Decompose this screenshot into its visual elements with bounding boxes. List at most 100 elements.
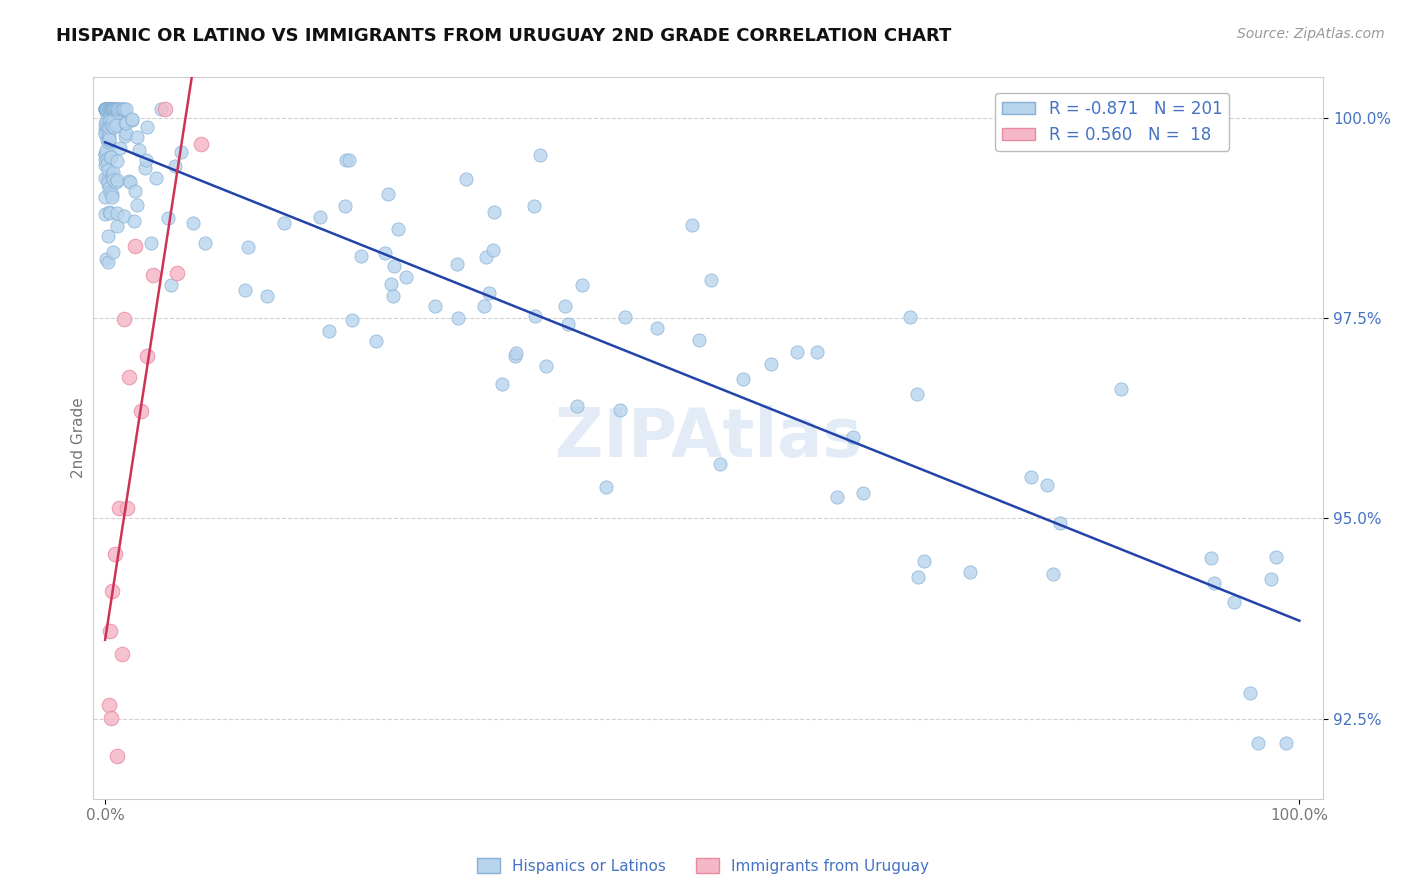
Point	[94, 207, 117, 221]
Point	[96, 252, 118, 266]
Point	[96, 144, 118, 158]
Point	[94, 103, 117, 117]
Point	[101, 103, 124, 117]
Point	[557, 317, 579, 331]
Point	[125, 130, 148, 145]
Point	[96, 103, 118, 117]
Point	[256, 288, 278, 302]
Point	[97, 122, 120, 136]
Point	[97, 103, 120, 117]
Point	[364, 334, 387, 348]
Point	[150, 103, 173, 117]
Point	[118, 369, 141, 384]
Point	[121, 112, 143, 126]
Point	[900, 310, 922, 324]
Point	[97, 128, 120, 143]
Point	[337, 153, 360, 168]
Point	[105, 118, 128, 132]
Point	[1260, 572, 1282, 586]
Point	[105, 219, 128, 233]
Point	[107, 104, 129, 119]
Text: Source: ZipAtlas.com: Source: ZipAtlas.com	[1237, 27, 1385, 41]
Point	[94, 103, 117, 117]
Point	[94, 117, 117, 131]
Point	[1035, 478, 1057, 492]
Point	[94, 103, 117, 117]
Point	[645, 320, 668, 334]
Point	[101, 120, 124, 134]
Point	[491, 377, 513, 392]
Point	[842, 430, 865, 444]
Point	[97, 133, 120, 147]
Point	[181, 216, 204, 230]
Point	[94, 114, 117, 128]
Point	[98, 107, 121, 121]
Point	[112, 103, 135, 117]
Point	[446, 257, 468, 271]
Point	[94, 104, 117, 119]
Point	[98, 180, 121, 194]
Point	[134, 161, 156, 176]
Point	[97, 229, 120, 244]
Point	[97, 698, 120, 712]
Point	[97, 178, 120, 192]
Point	[112, 103, 135, 117]
Point	[482, 243, 505, 257]
Point	[103, 103, 125, 117]
Point	[105, 176, 128, 190]
Point	[100, 150, 122, 164]
Point	[97, 103, 120, 117]
Point	[100, 118, 122, 132]
Point	[536, 359, 558, 373]
Point	[94, 127, 117, 141]
Point	[96, 133, 118, 147]
Point	[100, 103, 122, 117]
Point	[94, 103, 117, 117]
Point	[571, 278, 593, 293]
Point	[142, 268, 165, 282]
Point	[98, 206, 121, 220]
Point	[94, 103, 117, 117]
Point	[959, 565, 981, 579]
Point	[529, 148, 551, 162]
Point	[98, 103, 121, 117]
Point	[96, 120, 118, 135]
Point	[1239, 685, 1261, 699]
Point	[387, 222, 409, 236]
Point	[318, 324, 340, 338]
Point	[110, 103, 132, 117]
Point	[97, 171, 120, 186]
Point	[115, 103, 138, 117]
Point	[523, 199, 546, 213]
Point	[105, 103, 128, 117]
Point	[1202, 575, 1225, 590]
Point	[104, 547, 127, 561]
Point	[100, 711, 122, 725]
Point	[105, 103, 128, 117]
Point	[1109, 382, 1132, 396]
Point	[825, 490, 848, 504]
Point	[114, 128, 136, 143]
Text: ZIPAtlas: ZIPAtlas	[555, 405, 862, 471]
Point	[100, 103, 122, 117]
Point	[1223, 595, 1246, 609]
Point	[103, 120, 125, 135]
Point	[98, 132, 121, 146]
Point	[912, 554, 935, 568]
Point	[350, 249, 373, 263]
Point	[1049, 516, 1071, 531]
Point	[474, 250, 496, 264]
Point	[236, 240, 259, 254]
Point	[111, 647, 134, 661]
Point	[145, 171, 167, 186]
Point	[94, 158, 117, 172]
Point	[101, 171, 124, 186]
Point	[524, 309, 547, 323]
Point	[112, 312, 135, 326]
Point	[96, 103, 118, 117]
Point	[115, 500, 138, 515]
Point	[554, 299, 576, 313]
Point	[190, 136, 212, 151]
Point	[1042, 566, 1064, 581]
Point	[194, 235, 217, 250]
